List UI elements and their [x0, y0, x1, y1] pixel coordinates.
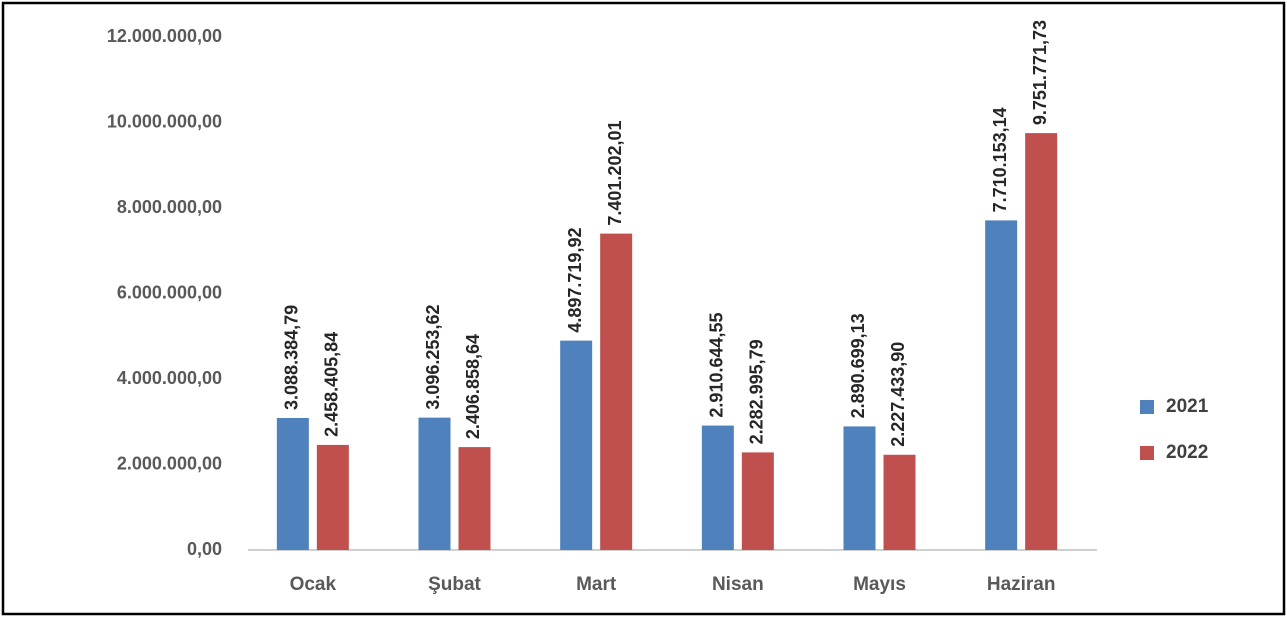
bar — [276, 417, 309, 550]
x-tick-label: Mart — [576, 574, 617, 595]
bar — [883, 454, 916, 550]
bar — [600, 233, 633, 550]
x-tick-label: Nisan — [712, 574, 764, 595]
value-label: 2.458.405,84 — [322, 332, 342, 437]
legend-label: 2021 — [1166, 396, 1209, 417]
bar — [458, 447, 491, 550]
value-label: 2.227.433,90 — [888, 342, 908, 447]
value-label: 4.897.719,92 — [565, 228, 585, 333]
bar — [701, 425, 734, 550]
value-label: 3.088.384,79 — [282, 305, 302, 410]
bar — [843, 426, 876, 550]
y-tick-label: 6.000.000,00 — [117, 282, 222, 302]
value-label: 7.710.153,14 — [990, 107, 1010, 212]
bar — [1025, 133, 1058, 550]
value-label: 2.406.858,64 — [463, 334, 483, 439]
legend-swatch — [1140, 400, 1154, 414]
y-tick-label: 12.000.000,00 — [107, 26, 222, 46]
bar — [985, 220, 1018, 550]
x-tick-label: Mayıs — [853, 574, 906, 595]
value-label: 9.751.771,73 — [1030, 20, 1050, 125]
bar — [560, 340, 593, 550]
x-tick-label: Şubat — [428, 574, 481, 595]
value-label: 2.910.644,55 — [707, 312, 727, 417]
bar — [741, 452, 774, 550]
value-label: 7.401.202,01 — [605, 120, 625, 225]
y-tick-label: 2.000.000,00 — [117, 453, 222, 473]
bar — [418, 417, 451, 550]
legend-swatch — [1140, 446, 1154, 460]
value-label: 2.890.699,13 — [848, 313, 868, 418]
y-tick-label: 0,00 — [187, 539, 222, 559]
value-label: 2.282.995,79 — [747, 339, 767, 444]
legend-label: 2022 — [1166, 442, 1208, 463]
value-label: 3.096.253,62 — [423, 305, 443, 410]
x-tick-label: Haziran — [987, 574, 1056, 595]
y-tick-label: 4.000.000,00 — [117, 368, 222, 388]
y-tick-label: 10.000.000,00 — [107, 111, 222, 131]
y-tick-label: 8.000.000,00 — [117, 197, 222, 217]
x-tick-label: Ocak — [290, 574, 337, 595]
bar — [316, 444, 349, 550]
